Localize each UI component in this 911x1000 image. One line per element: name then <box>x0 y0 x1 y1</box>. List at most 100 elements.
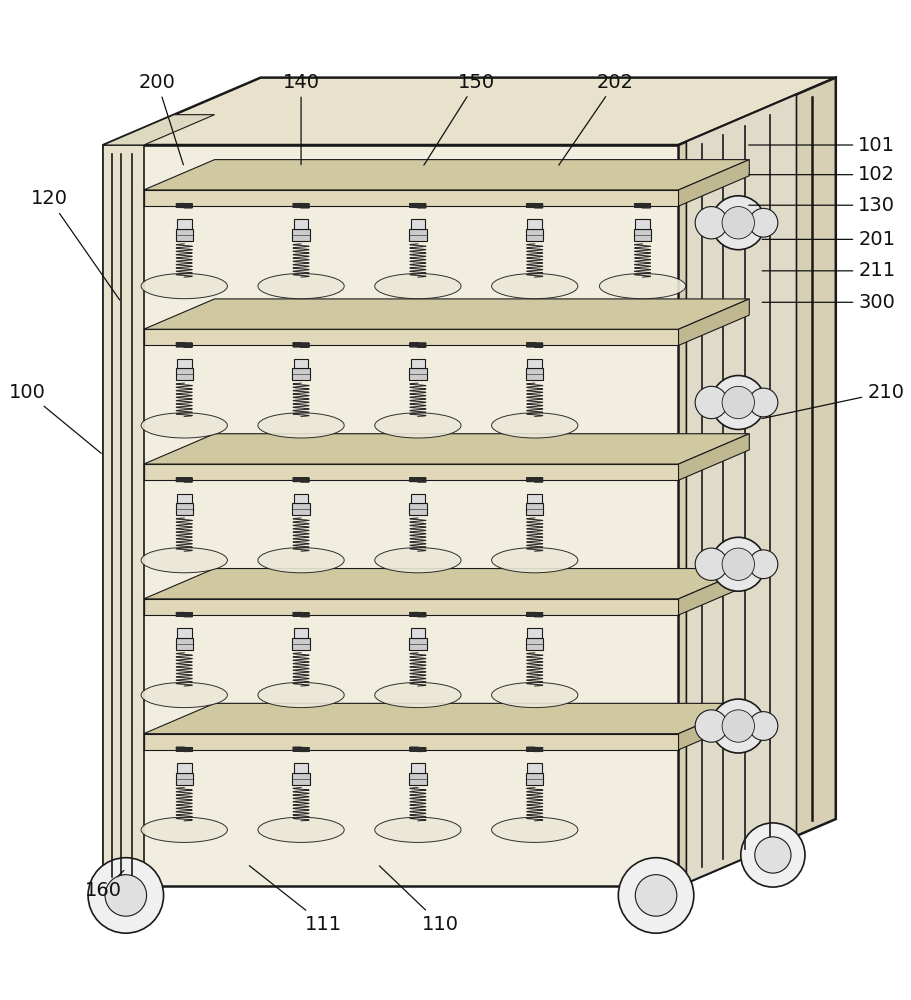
Polygon shape <box>177 359 191 368</box>
Polygon shape <box>527 628 542 638</box>
Polygon shape <box>411 763 425 773</box>
Polygon shape <box>409 229 426 241</box>
Polygon shape <box>679 703 750 750</box>
Ellipse shape <box>722 710 754 742</box>
Text: 100: 100 <box>8 383 101 453</box>
Polygon shape <box>177 219 191 229</box>
Ellipse shape <box>741 823 805 887</box>
Text: 300: 300 <box>763 293 896 312</box>
Text: 200: 200 <box>138 73 183 165</box>
Ellipse shape <box>374 413 461 438</box>
Polygon shape <box>527 773 543 785</box>
Polygon shape <box>103 115 215 145</box>
Ellipse shape <box>258 274 344 299</box>
Ellipse shape <box>711 699 765 753</box>
Polygon shape <box>411 219 425 229</box>
Ellipse shape <box>374 274 461 299</box>
Ellipse shape <box>492 274 578 299</box>
Polygon shape <box>411 494 425 503</box>
Ellipse shape <box>492 413 578 438</box>
Text: 140: 140 <box>282 73 320 165</box>
Polygon shape <box>144 299 750 329</box>
Polygon shape <box>144 569 750 599</box>
Ellipse shape <box>141 274 228 299</box>
Polygon shape <box>144 434 750 464</box>
Polygon shape <box>409 368 426 380</box>
Polygon shape <box>144 190 679 206</box>
Polygon shape <box>144 160 750 190</box>
Polygon shape <box>679 78 835 886</box>
Polygon shape <box>679 569 750 615</box>
Polygon shape <box>103 78 835 145</box>
Ellipse shape <box>141 817 228 842</box>
Ellipse shape <box>141 682 228 708</box>
Polygon shape <box>292 368 310 380</box>
Ellipse shape <box>722 548 754 580</box>
Text: 202: 202 <box>558 73 634 165</box>
Polygon shape <box>411 628 425 638</box>
Text: 210: 210 <box>763 383 905 419</box>
Ellipse shape <box>258 817 344 842</box>
Ellipse shape <box>492 682 578 708</box>
Polygon shape <box>177 628 191 638</box>
Ellipse shape <box>258 682 344 708</box>
Polygon shape <box>177 494 191 503</box>
Polygon shape <box>177 763 191 773</box>
Ellipse shape <box>711 537 765 591</box>
Ellipse shape <box>755 837 791 873</box>
Ellipse shape <box>258 548 344 573</box>
Text: 150: 150 <box>424 73 495 165</box>
Ellipse shape <box>141 413 228 438</box>
Polygon shape <box>635 219 650 229</box>
Text: 201: 201 <box>763 230 896 249</box>
Polygon shape <box>144 703 750 734</box>
Polygon shape <box>527 494 542 503</box>
Ellipse shape <box>695 207 728 239</box>
Polygon shape <box>144 464 679 480</box>
Polygon shape <box>527 763 542 773</box>
Ellipse shape <box>141 548 228 573</box>
Ellipse shape <box>374 682 461 708</box>
Ellipse shape <box>711 196 765 250</box>
Polygon shape <box>176 229 193 241</box>
Ellipse shape <box>88 858 164 933</box>
Polygon shape <box>103 145 144 886</box>
Polygon shape <box>176 773 193 785</box>
Polygon shape <box>176 638 193 650</box>
Polygon shape <box>634 229 651 241</box>
Polygon shape <box>293 494 309 503</box>
Ellipse shape <box>711 376 765 429</box>
Polygon shape <box>293 219 309 229</box>
Text: 160: 160 <box>85 870 124 900</box>
Polygon shape <box>144 734 679 750</box>
Ellipse shape <box>492 817 578 842</box>
Polygon shape <box>292 503 310 515</box>
Polygon shape <box>409 638 426 650</box>
Text: 211: 211 <box>763 261 896 280</box>
Polygon shape <box>527 638 543 650</box>
Ellipse shape <box>695 710 728 742</box>
Polygon shape <box>176 503 193 515</box>
Ellipse shape <box>619 858 694 933</box>
Polygon shape <box>679 434 750 480</box>
Ellipse shape <box>749 208 778 237</box>
Ellipse shape <box>492 548 578 573</box>
Polygon shape <box>527 359 542 368</box>
Ellipse shape <box>635 875 677 916</box>
Ellipse shape <box>258 413 344 438</box>
Ellipse shape <box>722 386 754 419</box>
Polygon shape <box>293 359 309 368</box>
Polygon shape <box>527 368 543 380</box>
Polygon shape <box>293 628 309 638</box>
Polygon shape <box>103 145 679 886</box>
Ellipse shape <box>695 548 728 580</box>
Polygon shape <box>679 299 750 345</box>
Polygon shape <box>686 94 796 883</box>
Ellipse shape <box>374 817 461 842</box>
Text: 102: 102 <box>749 165 896 184</box>
Text: 101: 101 <box>749 136 896 155</box>
Ellipse shape <box>749 388 778 417</box>
Text: 120: 120 <box>31 189 119 300</box>
Polygon shape <box>292 638 310 650</box>
Ellipse shape <box>749 550 778 579</box>
